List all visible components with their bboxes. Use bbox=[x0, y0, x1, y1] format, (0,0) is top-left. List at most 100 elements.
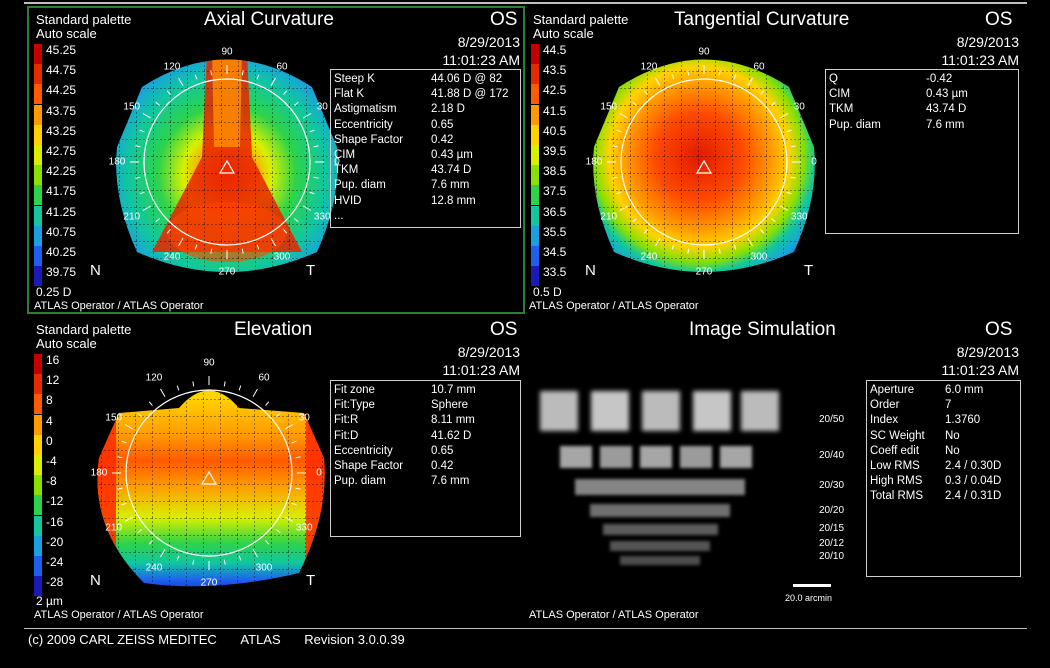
info-key: Eccentricity bbox=[334, 444, 393, 457]
angle-tick bbox=[291, 440, 297, 444]
angle-tick bbox=[760, 229, 765, 234]
angle-tick bbox=[223, 559, 226, 565]
info-value: 43.74 D bbox=[926, 103, 967, 116]
axial-curvature-panel[interactable]: Standard palette Auto scale Axial Curvat… bbox=[27, 6, 525, 314]
info-value: 0.3 / 0.04D bbox=[945, 475, 1002, 488]
angle-tick bbox=[265, 401, 270, 406]
angle-ticks bbox=[130, 65, 324, 259]
angle-label: 240 bbox=[145, 562, 163, 574]
revision-text: Revision 3.0.0.39 bbox=[304, 632, 405, 647]
tangential-curvature-panel[interactable]: Standard palette Auto scale Tangential C… bbox=[529, 7, 1025, 313]
legend-swatch bbox=[531, 225, 539, 246]
legend-swatch bbox=[531, 246, 539, 266]
legend-label: -20 bbox=[46, 534, 64, 549]
angle-tick bbox=[155, 101, 160, 106]
info-key: Aperture bbox=[870, 384, 915, 396]
angle-tick bbox=[294, 101, 299, 106]
angle-label: 120 bbox=[640, 61, 658, 73]
angle-tick bbox=[276, 529, 281, 534]
legend-swatch bbox=[34, 124, 42, 145]
legend-entry: 44.75 bbox=[34, 64, 76, 85]
axial-topography-map[interactable] bbox=[102, 37, 352, 287]
elevation-panel[interactable]: Standard palette Auto scale Elevation OS… bbox=[28, 316, 524, 622]
angle-tick bbox=[148, 401, 153, 406]
nasal-label: N bbox=[90, 572, 101, 589]
legend-entry: 43.5 bbox=[531, 64, 566, 85]
info-value: 7.6 mm bbox=[431, 475, 470, 488]
legend-label: 39.5 bbox=[543, 144, 567, 158]
legend-entry: 45.25 bbox=[34, 44, 76, 64]
image-simulation-panel[interactable]: Image Simulation OS 8/29/2013 11:01:23 A… bbox=[529, 316, 1025, 622]
angle-tick bbox=[619, 205, 629, 211]
angle-tick bbox=[786, 191, 792, 195]
angle-tick bbox=[124, 516, 134, 522]
legend-entry: 40.75 bbox=[34, 225, 76, 246]
angle-tick bbox=[192, 381, 195, 387]
scale-label: Auto scale bbox=[36, 336, 97, 351]
exam-datetime: 8/29/2013 11:01:23 AM bbox=[941, 33, 1019, 69]
angle-tick bbox=[291, 502, 297, 506]
temporal-label: T bbox=[306, 572, 316, 589]
angle-label: 300 bbox=[750, 251, 768, 263]
angle-tick bbox=[276, 412, 281, 417]
info-value: 12.8 mm bbox=[431, 194, 476, 207]
angle-tick bbox=[238, 555, 242, 561]
angle-tick bbox=[302, 205, 312, 211]
angle-tick bbox=[192, 559, 195, 565]
angle-tick bbox=[786, 129, 792, 133]
angle-tick bbox=[309, 129, 315, 133]
angle-tick bbox=[283, 90, 288, 95]
legend-label: 40.5 bbox=[543, 123, 567, 138]
info-value: 0.42 bbox=[431, 460, 454, 472]
angle-tick bbox=[616, 129, 622, 133]
legend-entry: -12 bbox=[34, 495, 63, 516]
angle-ticks bbox=[607, 65, 801, 259]
angle-label: 150 bbox=[105, 412, 123, 424]
panel-title: Image Simulation bbox=[689, 319, 836, 340]
legend-entry: -16 bbox=[34, 515, 63, 536]
legend-label: 0 bbox=[46, 433, 53, 448]
legend-step: 0.25 D bbox=[36, 285, 72, 299]
legend-swatch bbox=[531, 145, 539, 165]
angle-tick bbox=[270, 77, 276, 87]
tangential-topography-map[interactable] bbox=[579, 37, 829, 287]
info-key: Fit zone bbox=[334, 384, 375, 396]
legend-label: -8 bbox=[46, 474, 57, 489]
angle-tick bbox=[176, 385, 180, 391]
angle-tick bbox=[718, 248, 721, 254]
info-value: Sphere bbox=[431, 399, 469, 412]
angle-tick bbox=[309, 191, 315, 195]
info-key: Shape Factor bbox=[334, 133, 404, 146]
legend-label: 16 bbox=[46, 353, 60, 367]
scale-label: Auto scale bbox=[533, 26, 594, 41]
angle-tick bbox=[718, 70, 721, 76]
legend-label: 8 bbox=[46, 393, 53, 408]
elevation-topography-map[interactable] bbox=[84, 348, 334, 598]
legend-entry: -24 bbox=[34, 556, 63, 576]
info-key: Pup. diam bbox=[829, 118, 881, 131]
legend-entry: 41.5 bbox=[531, 104, 566, 125]
angle-label: 330 bbox=[790, 211, 808, 223]
angle-label: 0 bbox=[316, 467, 322, 479]
angle-tick bbox=[612, 145, 618, 148]
angle-tick bbox=[771, 218, 776, 223]
reference-circle bbox=[125, 389, 293, 557]
angle-tick bbox=[612, 176, 618, 179]
simulation-info-box: Aperture 6.0 mm Order 7 Index 1.3760 SC Weight… bbox=[866, 380, 1021, 577]
legend-label: 44.25 bbox=[46, 83, 77, 98]
angle-tick bbox=[733, 244, 737, 250]
eye-label: OS bbox=[490, 9, 518, 30]
legend-entry: 43.25 bbox=[34, 124, 76, 145]
angle-tick bbox=[166, 90, 171, 95]
operator-label: ATLAS Operator / ATLAS Operator bbox=[34, 609, 204, 621]
legend-entry: 42.75 bbox=[34, 145, 76, 165]
legend-entry: 44.25 bbox=[34, 83, 77, 105]
legend-entry: 12 bbox=[34, 374, 59, 395]
angle-tick bbox=[747, 237, 753, 247]
info-key: SC Weight bbox=[870, 429, 925, 442]
info-value: 6.0 mm bbox=[945, 384, 984, 396]
angle-tick bbox=[124, 424, 134, 430]
info-key: Pup. diam bbox=[334, 475, 386, 488]
eye-label: OS bbox=[985, 319, 1013, 340]
angle-label: 270 bbox=[695, 266, 713, 278]
